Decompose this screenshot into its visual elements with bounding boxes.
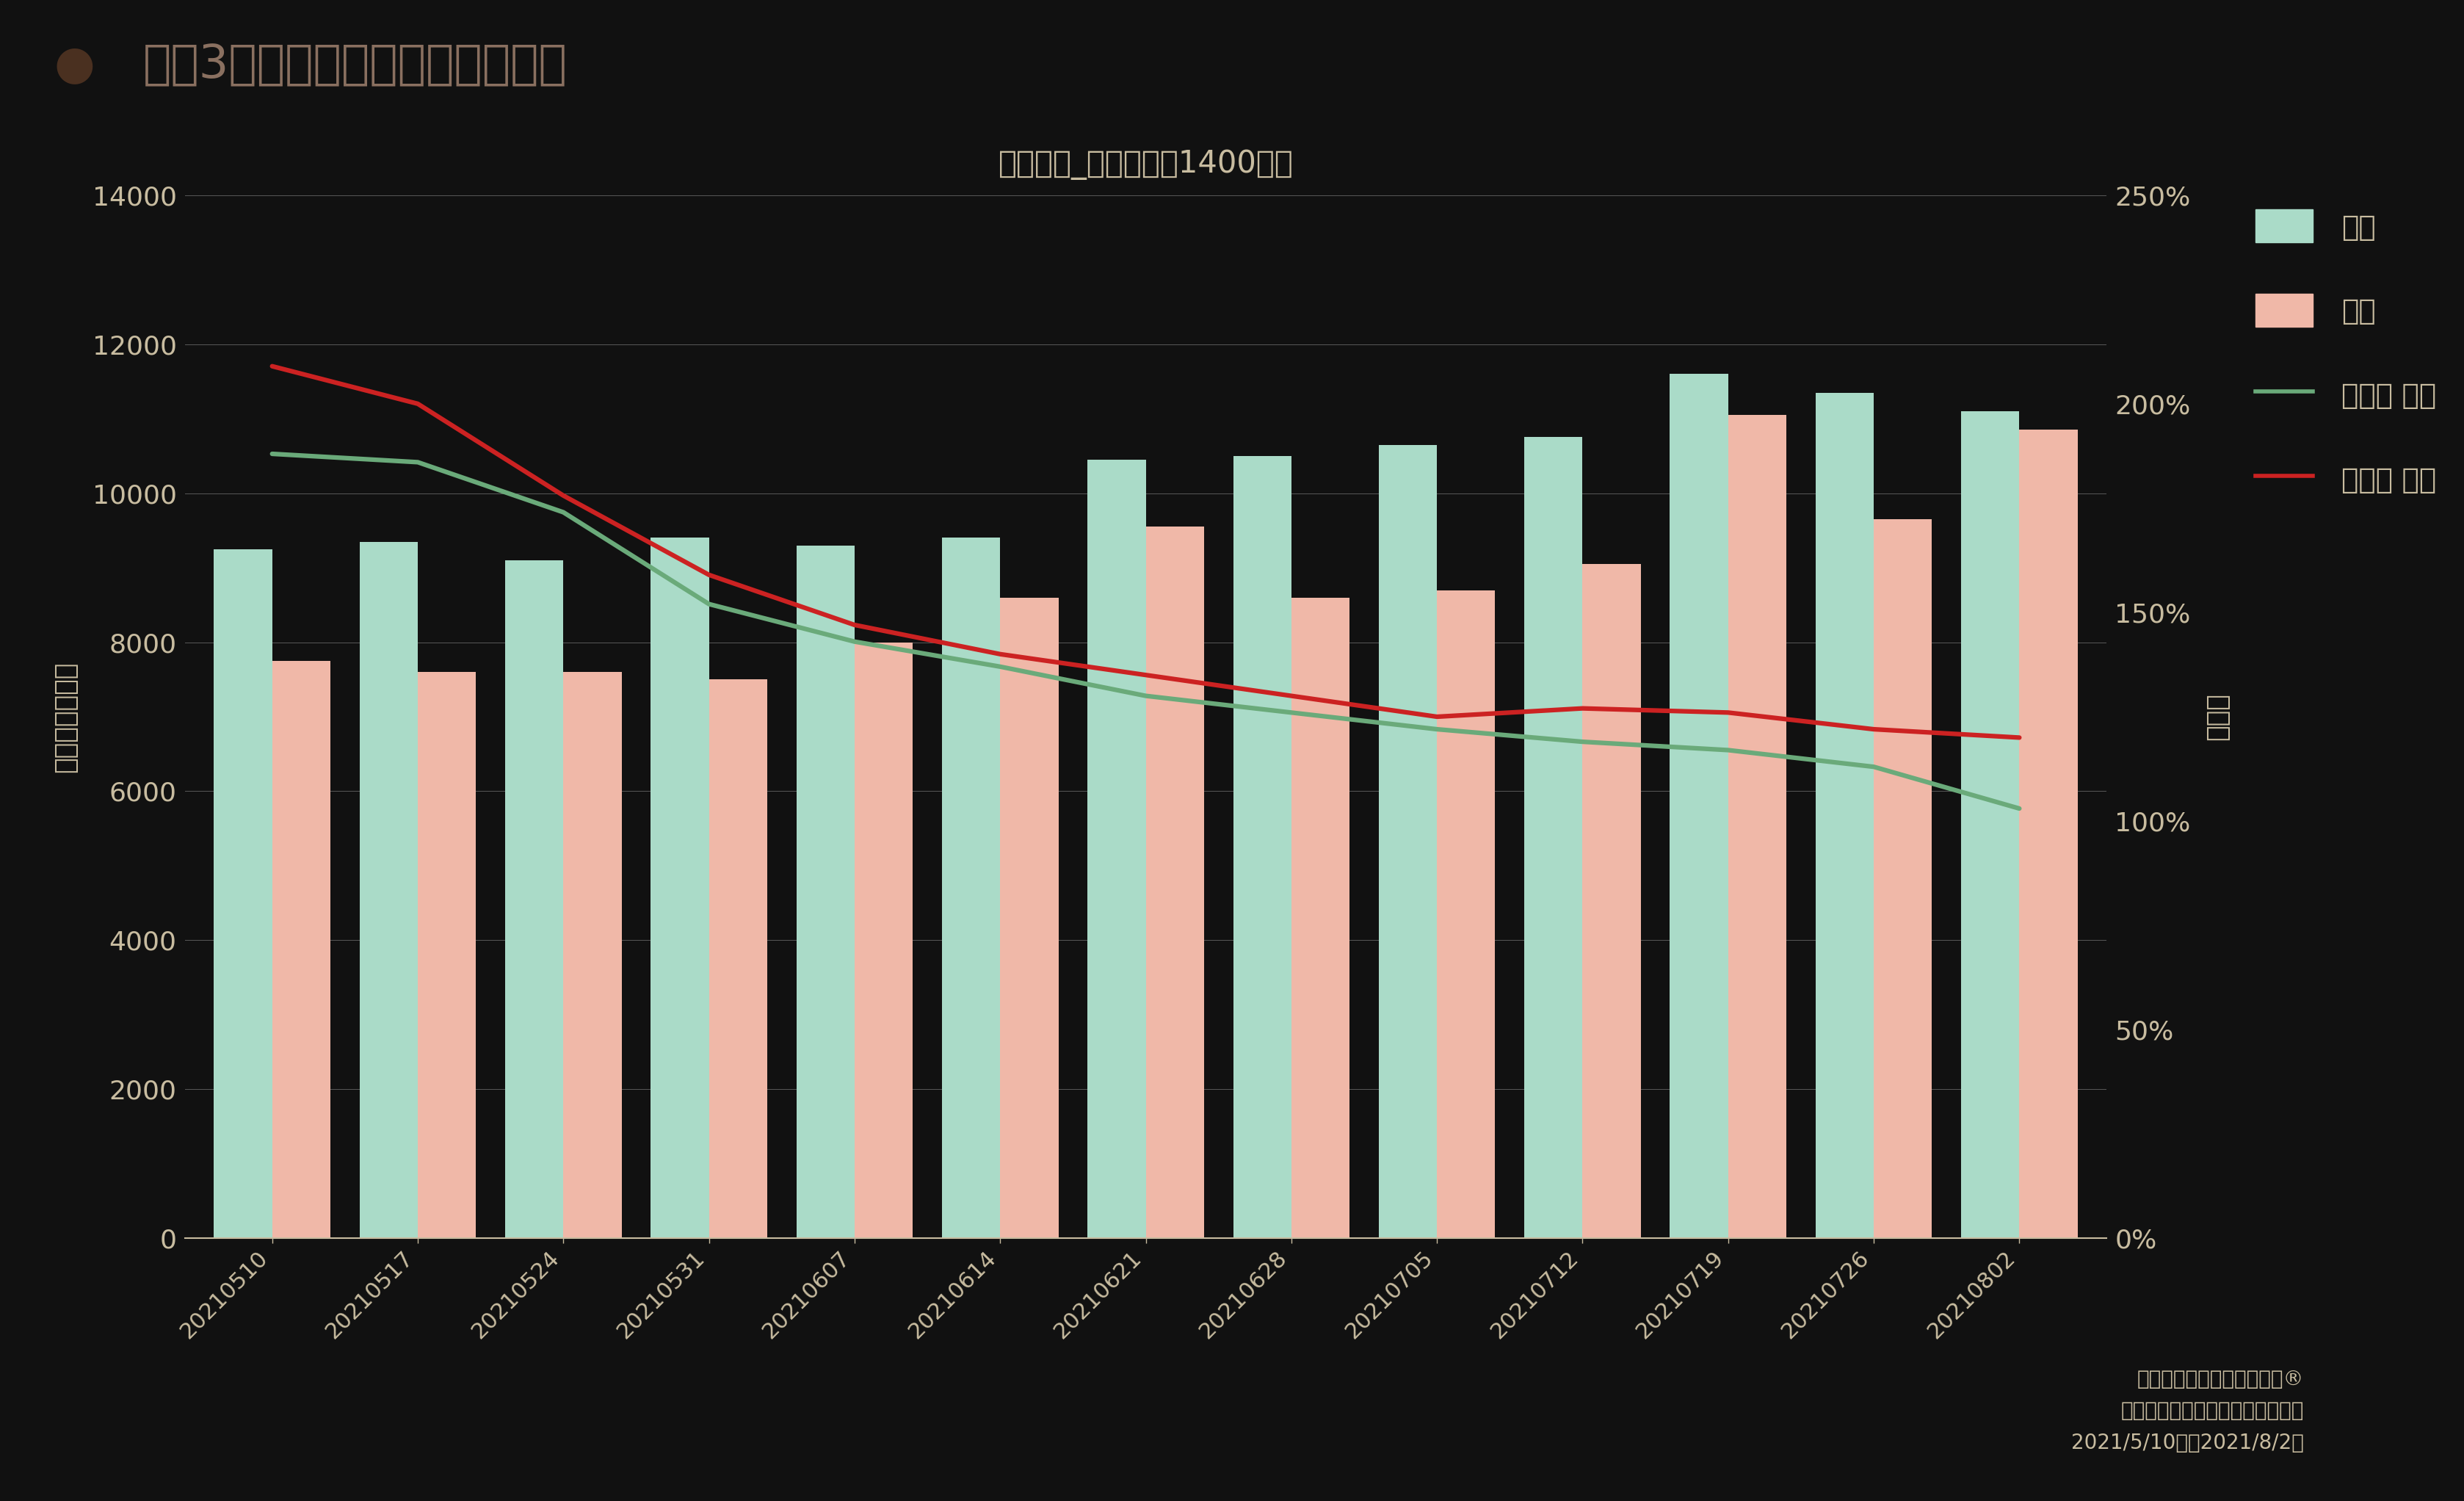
Bar [1671, 374, 1727, 1238]
Bar [1437, 590, 1496, 1238]
Bar [271, 660, 330, 1238]
Bar [1380, 444, 1437, 1238]
Bar [214, 549, 271, 1238]
Text: ●: ● [54, 42, 96, 87]
Text: データ：モバイル空間統計®
国内人口分布（リアルタイム版）
2021/5/10週〜2021/8/2週: データ：モバイル空間統計® 国内人口分布（リアルタイム版） 2021/5/10週… [2072, 1369, 2304, 1453]
Text: 直近3ヶ月の羽田空港の人口推移: 直近3ヶ月の羽田空港の人口推移 [143, 42, 567, 87]
Bar [419, 672, 476, 1238]
Bar [1000, 597, 1060, 1238]
Bar [1727, 414, 1786, 1238]
Bar [1087, 459, 1146, 1238]
Bar [1582, 564, 1641, 1238]
Bar [1291, 597, 1350, 1238]
Bar [505, 560, 564, 1238]
Bar [796, 545, 855, 1238]
Bar [710, 680, 766, 1238]
Bar [1873, 519, 1932, 1238]
Bar [941, 537, 1000, 1238]
Bar [1816, 393, 1873, 1238]
Bar [2020, 429, 2077, 1238]
Title: 羽田空港_国内線　　1400時台: 羽田空港_国内線 1400時台 [998, 149, 1294, 180]
Y-axis label: 滞在人口（人）: 滞在人口（人） [52, 660, 79, 773]
Bar [650, 537, 710, 1238]
Bar [855, 642, 912, 1238]
Bar [1961, 411, 2020, 1238]
Y-axis label: 前年比: 前年比 [2205, 693, 2230, 740]
Bar [360, 542, 419, 1238]
Legend: 平日, 休日, 前年比 平日, 前年比 休日: 平日, 休日, 前年比 平日, 前年比 休日 [2255, 210, 2437, 495]
Bar [1146, 527, 1205, 1238]
Bar [564, 672, 621, 1238]
Bar [1525, 437, 1582, 1238]
Bar [1232, 456, 1291, 1238]
